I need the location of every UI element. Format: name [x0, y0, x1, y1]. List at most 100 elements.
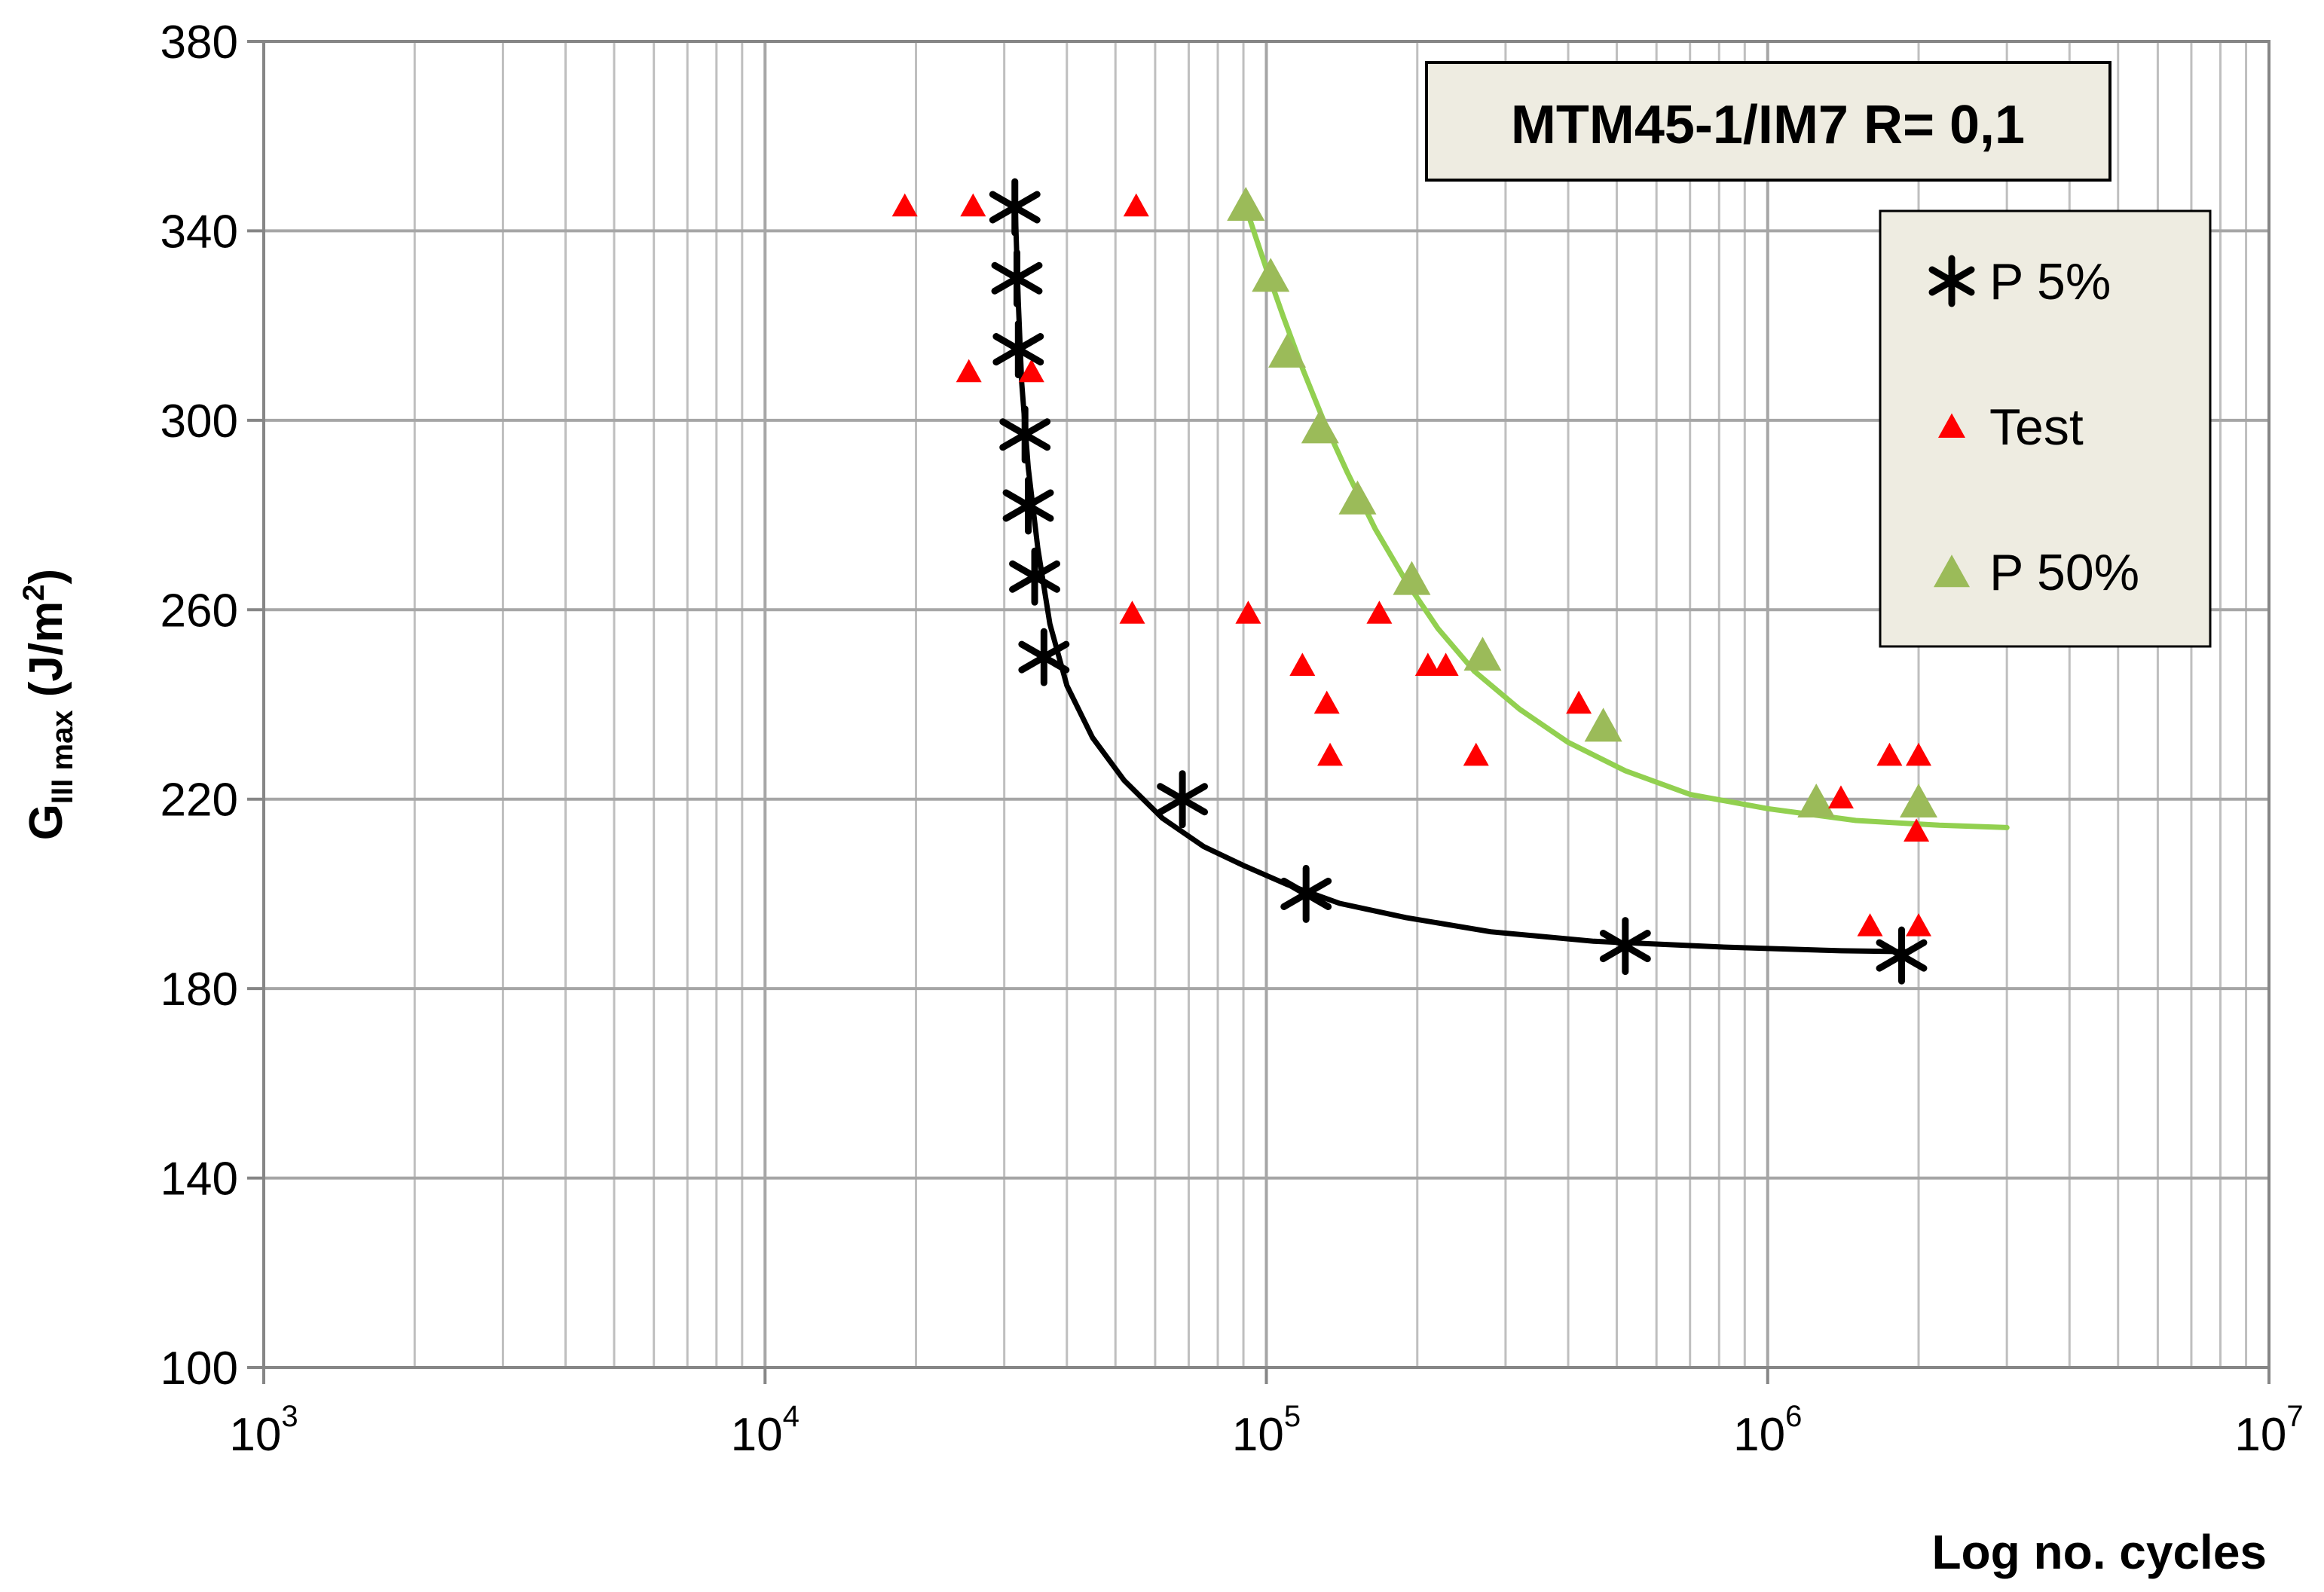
x-tick-base: 10: [229, 1409, 281, 1461]
legend-label-p50: P 50%: [1989, 544, 2139, 601]
x-tick-label: 104: [731, 1400, 800, 1461]
x-tick-exponent: 5: [1284, 1400, 1301, 1433]
asterisk-stroke: [1599, 930, 1651, 963]
asterisk-stroke: [1280, 877, 1332, 910]
x-axis-title: Log no. cycles: [1931, 1525, 2267, 1579]
chart-title: MTM45-1/IM7 R= 0,1: [1511, 95, 2025, 155]
test-point: [1235, 600, 1261, 624]
p50-point: [1268, 333, 1307, 368]
p50-point: [1797, 784, 1836, 817]
legend-symbol-test: [1938, 413, 1965, 438]
x-tick-labels: 103 104 105 106 107: [229, 1367, 2304, 1461]
y-axis-title-superscript: 2: [17, 584, 50, 600]
p50-point: [1463, 637, 1502, 671]
test-point: [1119, 600, 1145, 624]
y-tick-label: 140: [161, 1154, 238, 1205]
test-point: [1414, 652, 1441, 676]
x-tick-exponent: 7: [2286, 1400, 2303, 1433]
p5-point: [1009, 547, 1060, 606]
legend-symbols: [1928, 255, 1975, 588]
test-point: [1827, 785, 1854, 808]
asterisk-stroke: [1009, 560, 1060, 593]
x-tick-label: 107: [2234, 1400, 2303, 1461]
asterisk-stroke: [999, 418, 1051, 451]
trendline-p50: [1243, 204, 2010, 830]
legend-box: [1879, 209, 2212, 648]
y-tick-label: 340: [161, 206, 238, 258]
x-tick-label: 106: [1733, 1400, 1802, 1461]
test-point: [960, 193, 986, 217]
asterisk-stroke: [1928, 266, 1975, 296]
y-tick-label: 380: [161, 17, 238, 69]
p5-point: [1018, 628, 1070, 686]
asterisk-stroke: [1876, 939, 1928, 972]
test-point: [1317, 742, 1344, 766]
x-tick-exponent: 6: [1785, 1400, 1802, 1433]
p50-point: [1393, 561, 1431, 595]
test-point: [1857, 913, 1883, 937]
p50-point: [1227, 187, 1265, 221]
y-tick-label: 260: [161, 585, 238, 637]
p50-point: [1584, 707, 1622, 742]
p5-point: [1280, 864, 1332, 923]
y-axis-title-g: G: [20, 804, 72, 840]
y-tick-label: 220: [161, 775, 238, 827]
y-axis-title: GIII max (J/m2): [17, 569, 79, 840]
p5-point: [1599, 917, 1651, 976]
test-point: [1123, 193, 1149, 217]
x-tick-exponent: 3: [281, 1400, 298, 1433]
y-tick-label: 300: [161, 396, 238, 448]
y-axis-title-unit: (J/m: [20, 601, 72, 710]
test-point: [1463, 742, 1489, 766]
x-tick-base: 10: [731, 1409, 783, 1461]
x-tick-base: 10: [1733, 1409, 1785, 1461]
test-point: [891, 193, 918, 217]
test-point: [1566, 690, 1592, 714]
p50-point: [1338, 480, 1377, 515]
chart-title-box: [1425, 61, 2111, 182]
test-point: [1433, 652, 1459, 676]
asterisk-stroke: [989, 191, 1041, 224]
legend-symbol-p50: [1934, 555, 1970, 588]
asterisk-stroke: [991, 261, 1043, 295]
test-point: [1366, 600, 1393, 624]
x-tick-base: 10: [2234, 1409, 2286, 1461]
p50-point: [1301, 409, 1339, 444]
data-markers: [891, 178, 1938, 985]
asterisk-stroke: [1002, 489, 1054, 522]
x-tick-base: 10: [1232, 1409, 1284, 1461]
p5-point: [992, 320, 1044, 379]
legend-symbol-p5: [1928, 255, 1975, 307]
test-point: [956, 359, 982, 383]
p5-point: [1157, 770, 1209, 829]
y-tick-label: 100: [161, 1343, 238, 1395]
legend-label-p5: P 5%: [1989, 253, 2111, 310]
y-axis-title-subscript: III max: [46, 710, 79, 804]
y-tick-label: 180: [161, 964, 238, 1016]
p50-point: [1900, 784, 1938, 817]
test-point: [1906, 913, 1932, 937]
asterisk-stroke: [1018, 640, 1070, 674]
p5-point: [1002, 476, 1054, 535]
asterisk-stroke: [1157, 783, 1209, 816]
test-point: [1904, 818, 1930, 842]
y-axis-title-close: ): [20, 569, 72, 585]
test-point: [1289, 652, 1316, 676]
x-gridlines: [262, 41, 2248, 1367]
test-point: [1313, 690, 1340, 714]
x-tick-exponent: 4: [783, 1400, 800, 1433]
y-tick-labels: 100 140 180 220 260 300 340 380: [161, 17, 238, 1395]
asterisk-stroke: [992, 333, 1044, 366]
p5-point: [999, 405, 1051, 464]
test-point: [1906, 742, 1932, 766]
x-tick-label: 103: [229, 1400, 298, 1461]
test-point: [1018, 359, 1044, 383]
test-point: [1876, 742, 1903, 766]
p50-point: [1252, 258, 1290, 292]
legend-label-test: Test: [1989, 399, 2084, 456]
p5-point: [1876, 926, 1928, 985]
p5-point: [989, 178, 1041, 237]
p5-point: [991, 249, 1043, 307]
x-tick-label: 105: [1232, 1400, 1301, 1461]
